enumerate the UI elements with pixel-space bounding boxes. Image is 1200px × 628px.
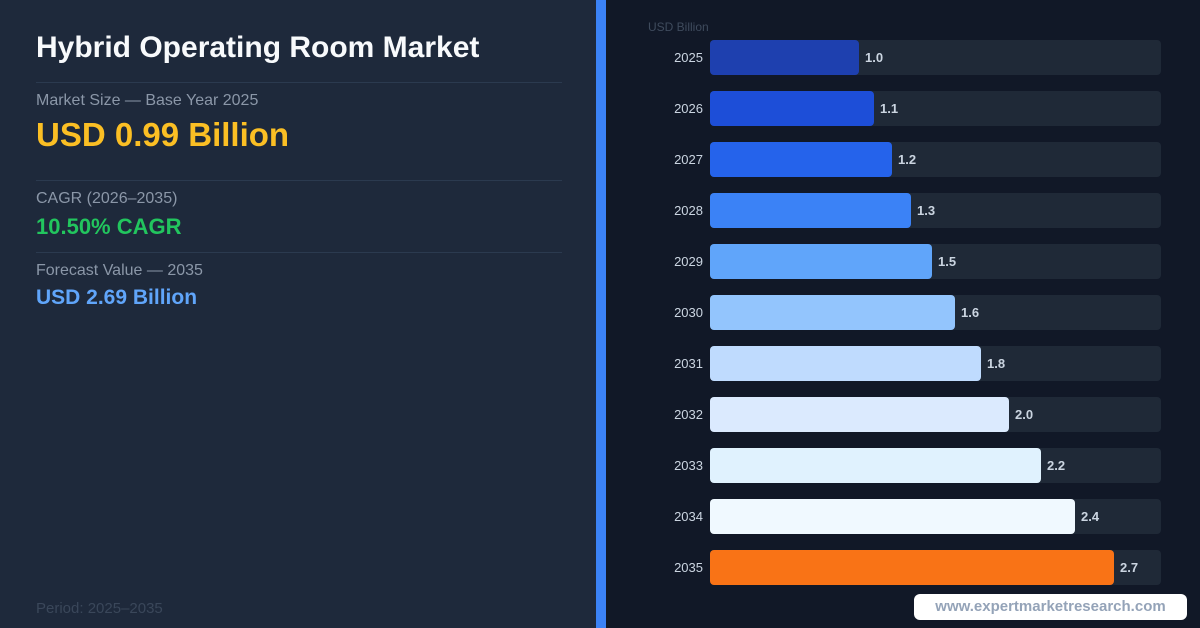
value-label: 2.0 [1015,407,1034,422]
value-label: 1.5 [938,254,957,269]
year-label: 2031 [674,356,703,371]
cagr-value: 10.50% CAGR [36,214,182,239]
accent-divider [596,0,606,628]
unit-label: USD Billion [648,20,709,34]
value-label: 1.6 [961,305,980,320]
bar-2032 [710,397,1009,432]
value-label: 1.2 [898,152,917,167]
year-label: 2035 [674,560,703,575]
bar-2035 [710,550,1114,585]
summary-panel [0,0,596,628]
bar-2034 [710,499,1075,534]
forecast-label: Forecast Value — 2035 [36,262,203,279]
year-label: 2032 [674,407,703,422]
year-label: 2028 [674,203,703,218]
year-label: 2029 [674,254,703,269]
page-title: Hybrid Operating Room Market [36,31,480,64]
section-divider [36,180,562,181]
value-label: 2.4 [1081,509,1100,524]
watermark-link[interactable]: www.expertmarketresearch.com [914,594,1187,620]
period-label: Period: 2025–2035 [36,600,163,617]
bar-2028 [710,193,911,228]
value-label: 2.7 [1120,560,1139,575]
year-label: 2026 [674,101,703,116]
market-size-label: Market Size — Base Year 2025 [36,92,259,109]
bar-2025 [710,40,859,75]
bar-2030 [710,295,955,330]
bar-2027 [710,142,892,177]
year-label: 2034 [674,509,703,524]
market-size-value: USD 0.99 Billion [36,116,290,153]
bar-2033 [710,448,1041,483]
forecast-value: USD 2.69 Billion [36,286,198,309]
section-divider [36,82,562,83]
value-label: 1.3 [917,203,936,218]
year-label: 2033 [674,458,703,473]
value-label: 1.1 [880,101,899,116]
bar-2026 [710,91,874,126]
bar-2029 [710,244,932,279]
bar-2031 [710,346,981,381]
year-label: 2027 [674,152,703,167]
cagr-label: CAGR (2026–2035) [36,190,178,207]
value-label: 2.2 [1047,458,1066,473]
value-label: 1.0 [865,50,884,65]
year-label: 2030 [674,305,703,320]
value-label: 1.8 [987,356,1006,371]
section-divider [36,252,562,253]
year-label: 2025 [674,50,703,65]
